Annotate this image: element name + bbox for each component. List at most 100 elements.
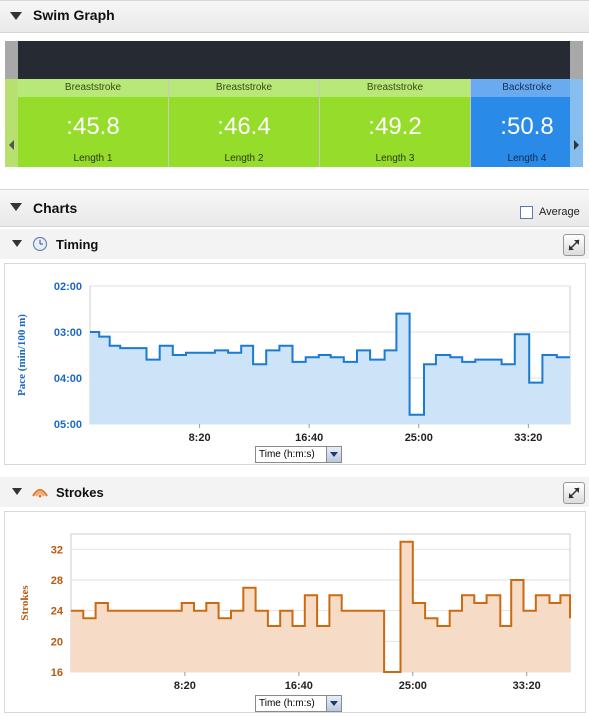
data-point (159, 345, 161, 347)
x-tick-label: 33:20 (514, 432, 542, 444)
swim-length-stroke: Breaststroke (169, 79, 319, 97)
data-point (278, 345, 280, 347)
data-point (292, 361, 294, 363)
chevron-right-icon (574, 140, 579, 150)
chevron-down-icon[interactable] (326, 696, 341, 711)
data-point (423, 363, 425, 365)
data-point (341, 610, 343, 612)
strokes-expand-button[interactable] (563, 482, 585, 504)
x-tick-label: 8:20 (174, 680, 196, 692)
y-tick-label: 32 (51, 544, 63, 556)
collapse-triangle-icon[interactable] (12, 488, 22, 495)
data-point (369, 359, 371, 361)
swim-graph-top-band (18, 41, 570, 79)
average-label: Average (539, 206, 580, 218)
scroll-left-button[interactable] (5, 41, 18, 167)
timing-expand-button[interactable] (563, 234, 585, 256)
swim-length-stroke: Backstroke (471, 79, 583, 97)
data-point (230, 610, 232, 612)
series-line (71, 540, 571, 673)
x-tick-label: 33:20 (513, 680, 541, 692)
data-point (172, 354, 174, 356)
swim-length-time: :50.8 (500, 113, 554, 140)
data-point (218, 617, 220, 619)
strokes-title: Strokes (56, 485, 104, 500)
data-point (205, 602, 207, 604)
swim-length-time: :45.8 (66, 113, 120, 140)
timing-x-axis-select[interactable]: Time (h:m:s) (255, 446, 342, 463)
collapse-triangle-icon[interactable] (12, 240, 22, 247)
timing-header[interactable]: Timing (0, 229, 589, 259)
chevron-down-icon[interactable] (326, 447, 341, 462)
y-tick-label: 02:00 (54, 281, 82, 293)
swim-length-stroke: Breaststroke (18, 79, 168, 97)
data-point (435, 354, 437, 356)
series-line (90, 312, 570, 416)
swim-length-stroke: Breaststroke (320, 79, 470, 97)
y-axis-label: Strokes (19, 585, 31, 621)
swim-length-cell[interactable]: Breaststroke:46.4 Length 2 (169, 79, 319, 167)
strokes-chart: 16 20 24 28 32 8:20 16:40 25:00 33:20 Strokes Tim… (4, 511, 586, 713)
data-point (384, 349, 386, 351)
y-tick-label: 28 (51, 575, 63, 587)
data-point (146, 359, 148, 361)
scroll-right-button[interactable] (570, 41, 583, 167)
data-point (461, 361, 463, 363)
collapse-triangle-icon[interactable] (10, 203, 22, 211)
data-point (523, 610, 525, 612)
data-point (474, 359, 476, 361)
data-point (168, 610, 170, 612)
data-point (501, 363, 503, 365)
data-point (305, 356, 307, 358)
strokes-x-axis-select[interactable]: Time (h:m:s) (255, 695, 342, 712)
y-tick-label: 16 (51, 667, 63, 679)
swim-length-cell[interactable]: Breaststroke :49.2 Length 3 (320, 79, 470, 167)
data-point (569, 356, 571, 358)
collapse-triangle-icon[interactable] (10, 12, 22, 20)
strokes-icon (32, 489, 48, 498)
y-axis-label: Pace (min/100 m) (16, 314, 28, 396)
data-point (82, 617, 84, 619)
strokes-header[interactable]: Strokes (0, 477, 589, 507)
x-tick-label: 16:40 (295, 432, 323, 444)
data-point (556, 356, 558, 358)
data-point (436, 625, 438, 627)
series-area (71, 541, 570, 672)
x-tick-label: 25:00 (399, 680, 427, 692)
swim-length-cell[interactable]: Backstroke :50.8 Length 4 (471, 79, 583, 167)
timing-x-axis-select-value: Time (h:m:s) (259, 449, 315, 460)
expand-icon (568, 239, 580, 251)
data-point (449, 610, 451, 612)
data-point (395, 313, 397, 315)
data-point (356, 349, 358, 351)
data-point (70, 610, 72, 612)
data-point (95, 602, 97, 604)
data-point (569, 617, 571, 619)
average-checkbox[interactable] (520, 206, 533, 219)
swim-length-time: :49.2 (368, 113, 422, 140)
data-point (265, 349, 267, 351)
data-point (89, 331, 91, 333)
strokes-x-axis-select-value: Time (h:m:s) (259, 698, 315, 709)
swim-graph-strip: Breaststroke:45.8 Length 1 Breaststroke:46… (5, 41, 583, 167)
data-point (292, 625, 294, 627)
swim-length-label: Length 4 (507, 153, 547, 164)
data-point (383, 671, 385, 673)
y-tick-label: 24 (51, 606, 64, 618)
data-point (198, 352, 200, 354)
data-point (279, 610, 281, 612)
data-point (499, 625, 501, 627)
data-point (318, 354, 320, 356)
data-point (255, 610, 257, 612)
timing-title: Timing (56, 237, 99, 252)
y-tick-label: 20 (51, 636, 63, 648)
data-point (267, 625, 269, 627)
data-point (181, 602, 183, 604)
charts-header[interactable]: Charts Average (0, 189, 589, 227)
y-tick-label: 04:00 (54, 373, 82, 385)
data-point (185, 352, 187, 354)
swim-graph-header[interactable]: Swim Graph (0, 0, 589, 33)
swim-length-label: Length 3 (375, 153, 415, 164)
y-tick-label: 03:00 (54, 327, 82, 339)
swim-length-cell[interactable]: Breaststroke:45.8 Length 1 (18, 79, 168, 167)
